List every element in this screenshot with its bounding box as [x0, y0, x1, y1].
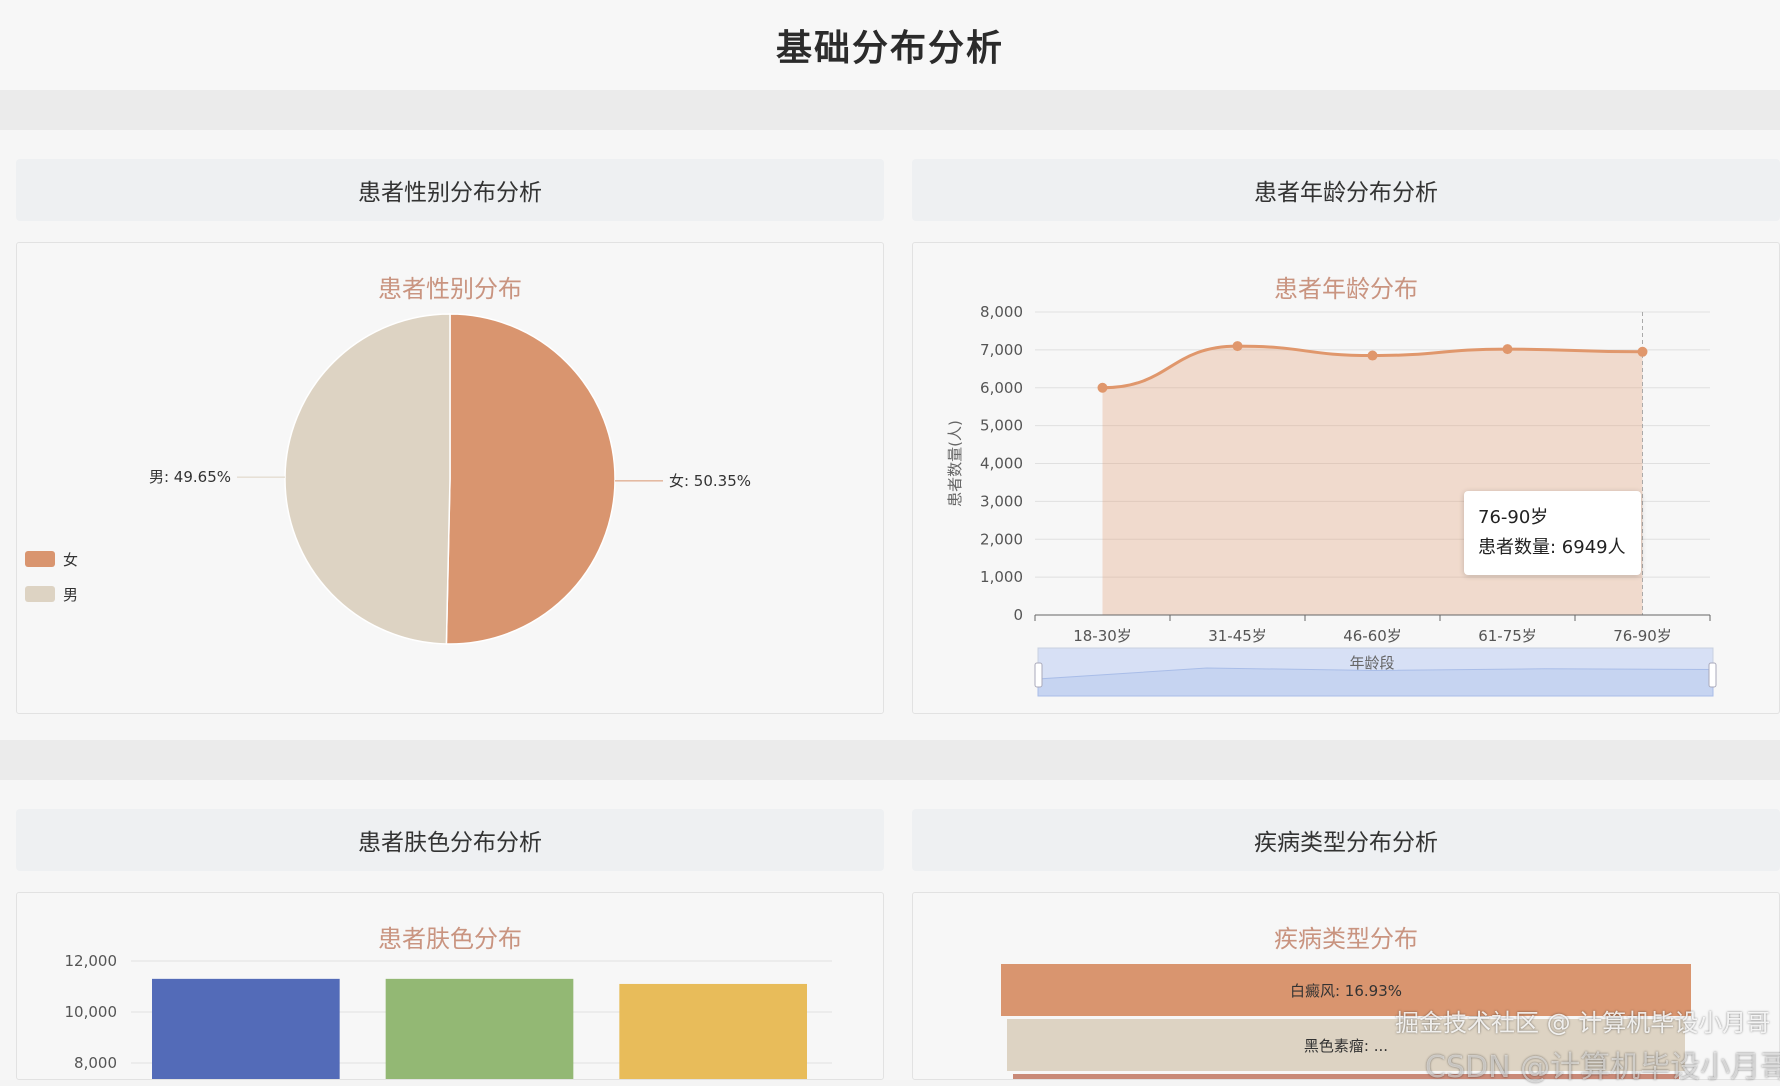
legend-label: 女 — [63, 551, 78, 569]
disease-funnel-chart: 白癜风: 16.93% 黑色素瘤: ... — [1001, 964, 1691, 1079]
x-tick-label: 18-30岁 — [1073, 627, 1132, 645]
divider-band — [0, 740, 1780, 780]
legend-swatch — [25, 586, 55, 602]
y-tick-label: 1,000 — [980, 568, 1023, 586]
bar — [385, 978, 574, 1079]
section-header-age: 患者年龄分布分析 — [912, 159, 1780, 221]
chart-title: 疾病类型分布 — [1274, 925, 1418, 953]
funnel-label: 黑色素瘤: ... — [1304, 1037, 1388, 1055]
y-tick-label: 5,000 — [980, 417, 1023, 435]
data-point — [1232, 341, 1243, 352]
chart-title: 患者年龄分布 — [1274, 275, 1418, 303]
funnel-label: 白癜风: 16.93% — [1290, 982, 1402, 1000]
pie-label: 女: 50.35% — [669, 472, 751, 490]
data-zoom-handle-right[interactable] — [1708, 662, 1717, 688]
section-header-skin: 患者肤色分布分析 — [16, 809, 884, 871]
y-tick-label: 3,000 — [980, 492, 1023, 510]
funnel-segment — [1007, 1019, 1685, 1071]
skin-chart-card: 患者肤色分布 8,000 10,000 12,000 — [16, 892, 884, 1080]
x-tick-label: 61-75岁 — [1478, 627, 1537, 645]
gender-chart-card: 患者性别分布 女: 50.35% 男: 49.65% 女男 — [16, 242, 884, 714]
data-point — [1097, 382, 1108, 393]
section-header-gender: 患者性别分布分析 — [16, 159, 884, 221]
chart-tooltip: 76-90岁 患者数量: 6949人 — [1464, 491, 1641, 575]
legend-swatch — [25, 551, 55, 567]
chart-title: 患者肤色分布 — [378, 925, 522, 953]
data-zoom-handle-left[interactable] — [1034, 662, 1043, 688]
y-tick-label: 4,000 — [980, 455, 1023, 473]
skin-bar-chart: 8,000 10,000 12,000 — [65, 952, 832, 1079]
y-tick-label: 12,000 — [65, 952, 118, 970]
age-chart-card: 患者年龄分布 0 1,000 2,000 3,000 4,000 5,000 6,000 7,… — [912, 242, 1780, 714]
y-tick-label: 8,000 — [980, 303, 1023, 321]
bar — [619, 983, 807, 1079]
divider-band — [0, 90, 1780, 130]
page-header: 基础分布分析 — [0, 0, 1780, 90]
data-point — [1637, 346, 1648, 357]
y-axis-title: 患者数量(人) — [946, 420, 964, 507]
gender-pie-chart: 女: 50.35% 男: 49.65% 女男 — [25, 313, 751, 645]
y-tick-label: 8,000 — [74, 1054, 117, 1072]
chart-title: 患者性别分布 — [378, 275, 522, 303]
x-tick-label: 46-60岁 — [1343, 627, 1402, 645]
y-tick-label: 6,000 — [980, 379, 1023, 397]
x-axis-title: 年龄段 — [1349, 654, 1394, 672]
y-tick-label: 7,000 — [980, 341, 1023, 359]
tooltip-title: 76-90岁 — [1478, 507, 1549, 528]
data-point — [1367, 350, 1378, 361]
tooltip-value: 患者数量: 6949人 — [1478, 537, 1626, 558]
x-tick-label: 76-90岁 — [1613, 627, 1672, 645]
data-point — [1502, 344, 1513, 355]
page-title: 基础分布分析 — [775, 28, 1004, 69]
funnel-segment — [1001, 964, 1691, 1016]
data-zoom-preview — [1037, 667, 1714, 697]
y-tick-label: 0 — [1013, 606, 1023, 624]
section-header-disease: 疾病类型分布分析 — [912, 809, 1780, 871]
series-line — [1102, 344, 1643, 390]
disease-chart-card: 疾病类型分布 白癜风: 16.93% 黑色素瘤: ... — [912, 892, 1780, 1080]
x-tick-label: 31-45岁 — [1208, 627, 1267, 645]
pie-label: 男: 49.65% — [149, 468, 231, 486]
legend-label: 男 — [63, 586, 78, 604]
y-tick-label: 2,000 — [980, 530, 1023, 548]
bar — [152, 978, 340, 1079]
watermark: 掘金技术社区 @ 计算机毕设小月哥 — [1395, 1009, 1771, 1037]
y-tick-label: 10,000 — [65, 1003, 118, 1021]
funnel-segment — [1013, 1074, 1679, 1079]
pie-slice-男 — [284, 313, 451, 645]
watermark: CSDN @计算机毕设小月哥 — [1425, 1050, 1780, 1085]
pie-slice-女 — [445, 313, 616, 645]
age-area-chart: 0 1,000 2,000 3,000 4,000 5,000 6,000 7,000 8,00… — [946, 303, 1717, 697]
